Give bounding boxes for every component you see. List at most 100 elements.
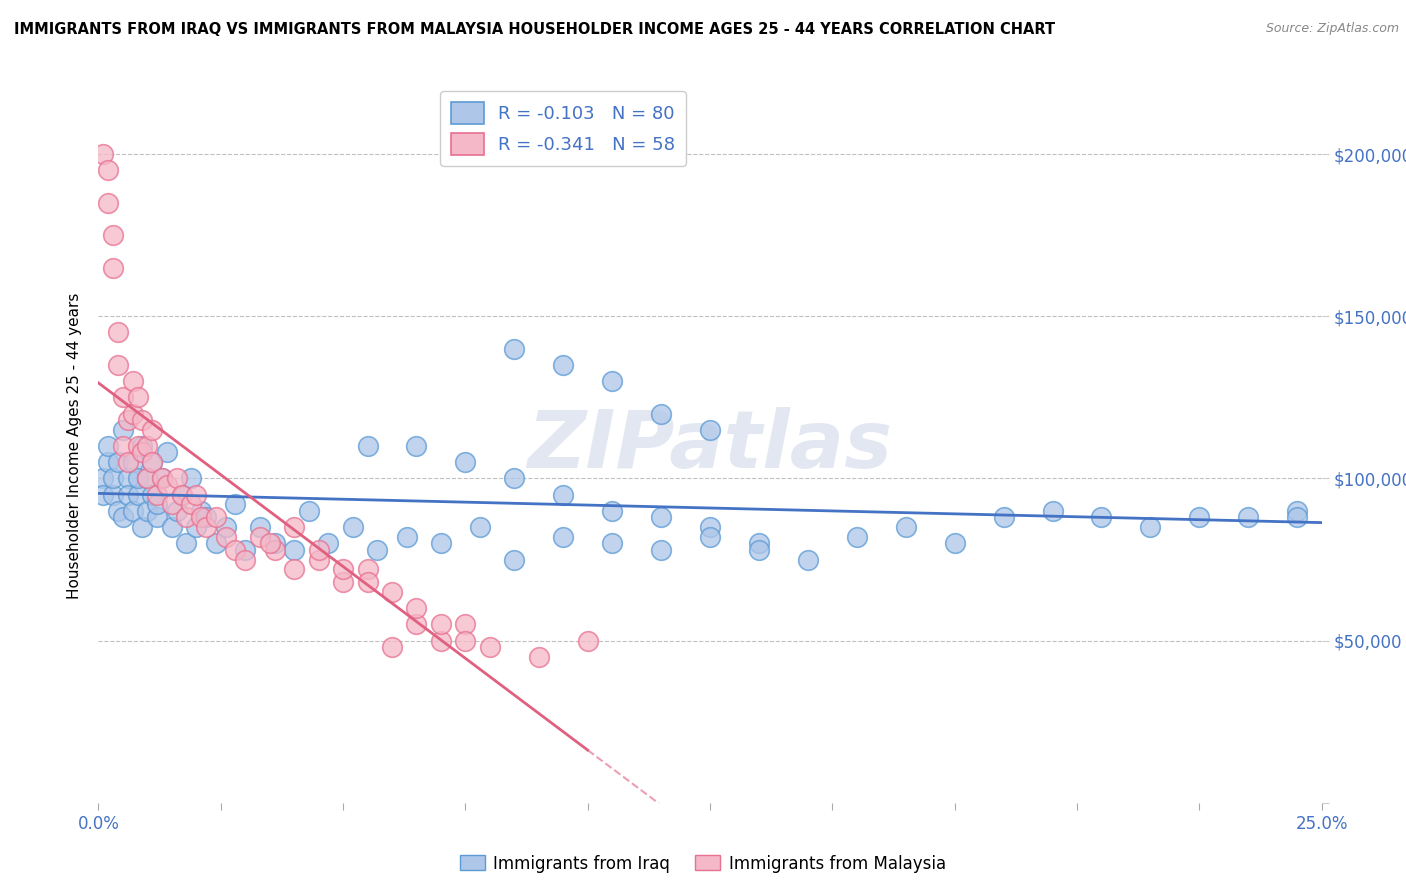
Point — [136, 504, 159, 518]
Point — [748, 542, 770, 557]
Point — [845, 530, 868, 544]
Point — [342, 520, 364, 534]
Point — [283, 562, 305, 576]
Point — [97, 455, 120, 469]
Point — [190, 504, 212, 518]
Point — [91, 488, 114, 502]
Point — [249, 520, 271, 534]
Point — [117, 471, 139, 485]
Point — [136, 471, 159, 485]
Point — [97, 195, 120, 210]
Point — [186, 488, 208, 502]
Point — [127, 488, 149, 502]
Point — [503, 552, 526, 566]
Point — [1237, 510, 1260, 524]
Point — [553, 488, 575, 502]
Point — [146, 488, 169, 502]
Point — [553, 358, 575, 372]
Point — [1188, 510, 1211, 524]
Point — [283, 542, 305, 557]
Point — [131, 520, 153, 534]
Point — [405, 439, 427, 453]
Point — [233, 542, 256, 557]
Point — [308, 552, 330, 566]
Point — [176, 536, 198, 550]
Point — [107, 358, 129, 372]
Point — [160, 497, 183, 511]
Point — [699, 530, 721, 544]
Point — [356, 562, 378, 576]
Point — [332, 575, 354, 590]
Point — [111, 510, 134, 524]
Point — [127, 390, 149, 404]
Point — [1090, 510, 1112, 524]
Point — [576, 633, 599, 648]
Point — [141, 488, 163, 502]
Point — [101, 260, 124, 275]
Point — [127, 439, 149, 453]
Point — [943, 536, 966, 550]
Point — [205, 536, 228, 550]
Point — [176, 510, 198, 524]
Point — [699, 520, 721, 534]
Point — [332, 562, 354, 576]
Point — [430, 633, 453, 648]
Point — [318, 536, 340, 550]
Point — [166, 504, 188, 518]
Point — [170, 488, 193, 502]
Point — [553, 530, 575, 544]
Text: Source: ZipAtlas.com: Source: ZipAtlas.com — [1265, 22, 1399, 36]
Point — [107, 455, 129, 469]
Point — [121, 374, 143, 388]
Y-axis label: Householder Income Ages 25 - 44 years: Householder Income Ages 25 - 44 years — [67, 293, 83, 599]
Point — [146, 497, 169, 511]
Point — [195, 510, 218, 524]
Point — [1139, 520, 1161, 534]
Point — [298, 504, 321, 518]
Point — [195, 520, 218, 534]
Point — [150, 471, 173, 485]
Point — [1286, 504, 1309, 518]
Point — [259, 536, 281, 550]
Point — [141, 455, 163, 469]
Point — [224, 542, 246, 557]
Point — [233, 552, 256, 566]
Point — [121, 455, 143, 469]
Point — [356, 575, 378, 590]
Point — [454, 617, 477, 632]
Point — [141, 455, 163, 469]
Point — [166, 471, 188, 485]
Point — [101, 228, 124, 243]
Point — [503, 342, 526, 356]
Point — [249, 530, 271, 544]
Point — [111, 390, 134, 404]
Point — [993, 510, 1015, 524]
Point — [186, 520, 208, 534]
Point — [224, 497, 246, 511]
Point — [478, 640, 501, 654]
Point — [97, 163, 120, 178]
Point — [454, 455, 477, 469]
Text: IMMIGRANTS FROM IRAQ VS IMMIGRANTS FROM MALAYSIA HOUSEHOLDER INCOME AGES 25 - 44: IMMIGRANTS FROM IRAQ VS IMMIGRANTS FROM … — [14, 22, 1054, 37]
Point — [699, 423, 721, 437]
Point — [308, 542, 330, 557]
Point — [111, 439, 134, 453]
Point — [180, 471, 202, 485]
Point — [430, 617, 453, 632]
Point — [91, 471, 114, 485]
Point — [91, 147, 114, 161]
Point — [131, 439, 153, 453]
Point — [600, 374, 623, 388]
Point — [146, 510, 169, 524]
Point — [503, 471, 526, 485]
Point — [131, 413, 153, 427]
Point — [121, 504, 143, 518]
Point — [136, 471, 159, 485]
Point — [1042, 504, 1064, 518]
Point — [131, 445, 153, 459]
Point — [468, 520, 491, 534]
Legend: Immigrants from Iraq, Immigrants from Malaysia: Immigrants from Iraq, Immigrants from Ma… — [454, 848, 952, 880]
Point — [121, 407, 143, 421]
Point — [405, 617, 427, 632]
Point — [214, 520, 236, 534]
